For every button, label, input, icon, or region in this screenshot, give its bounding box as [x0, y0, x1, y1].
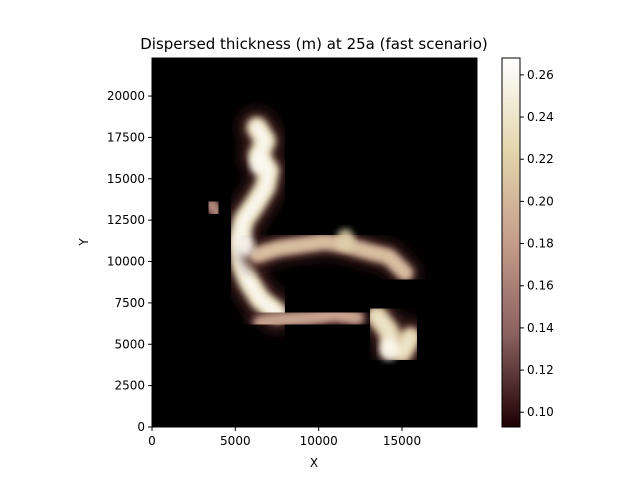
- colorbar-tick-label: 0.14: [527, 321, 554, 335]
- y-tick-label: 17500: [107, 130, 145, 144]
- heatmap-layer: [199, 108, 430, 372]
- heatmap-peak-3: [379, 338, 398, 361]
- y-tick-label: 10000: [107, 255, 145, 269]
- y-tick-label: 15000: [107, 172, 145, 186]
- colorbar-tick-label: 0.26: [527, 68, 554, 82]
- colorbar-tick-label: 0.10: [527, 405, 554, 419]
- y-tick-label: 12500: [107, 213, 145, 227]
- y-tick-label: 20000: [107, 89, 145, 103]
- chart-title: Dispersed thickness (m) at 25a (fast sce…: [140, 35, 488, 53]
- x-tick-label: 10000: [300, 434, 338, 448]
- colorbar-tick-label: 0.18: [527, 237, 554, 251]
- y-tick-label: 5000: [114, 337, 145, 351]
- heatmap-peak-4: [336, 229, 355, 251]
- plot-frame: [151, 57, 478, 428]
- x-axis: 0 5000 10000 15000: [148, 427, 421, 448]
- x-tick-label: 5000: [220, 434, 251, 448]
- plot-area: [151, 57, 478, 428]
- y-tick-label: 7500: [114, 296, 145, 310]
- colorbar-gradient: [501, 57, 521, 428]
- colorbar-ticks: 0.10 0.12 0.14 0.16 0.18 0.20 0.22 0.24 0.26: [520, 68, 554, 419]
- colorbar-tick-label: 0.12: [527, 363, 554, 377]
- colorbar: 0.10 0.12 0.14 0.16 0.18 0.20 0.22 0.24 0.26: [501, 57, 554, 428]
- colorbar-tick-label: 0.20: [527, 194, 554, 208]
- heatmap-peak-1: [249, 152, 268, 175]
- heatmap-core-west-spot: [207, 200, 220, 215]
- colorbar-tick-label: 0.22: [527, 152, 554, 166]
- colorbar-tick-label: 0.24: [527, 110, 554, 124]
- heatmap-peak-2: [236, 234, 255, 256]
- y-axis: 0 2500 5000 7500 10000 12500 15000 17500 20000: [107, 89, 152, 434]
- x-tick-label: 15000: [383, 434, 421, 448]
- x-tick-label: 0: [148, 434, 156, 448]
- heatmap-core-upper-ridge: [252, 237, 410, 278]
- colorbar-tick-label: 0.16: [527, 279, 554, 293]
- y-axis-label: Y: [77, 238, 91, 247]
- y-tick-label: 0: [137, 420, 145, 434]
- heatmap-core-lower-ridge: [256, 311, 361, 327]
- x-axis-label: X: [310, 456, 318, 470]
- y-tick-label: 2500: [114, 379, 145, 393]
